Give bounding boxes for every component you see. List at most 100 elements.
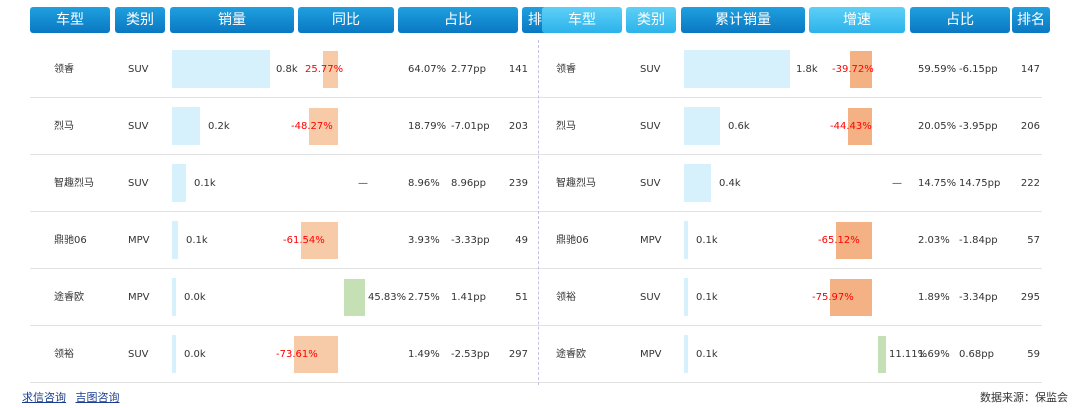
sales-bar [684,278,688,316]
model-name: 领裕 [556,292,576,303]
header-category[interactable]: 类别 [115,7,165,33]
yoy-bar [309,108,338,145]
category: SUV [640,178,661,189]
sales-value: 0.1k [696,292,718,303]
category: SUV [128,121,149,132]
share-change: 0.68pp [959,349,994,360]
footer-link-qiuxin[interactable]: 求信咨询 [22,391,66,404]
table-row[interactable]: 领裕 SUV 0.1k -75.97% 1.89% -3.34pp 295 [542,269,1042,326]
growth-value: -44.43% [830,121,872,132]
category: MPV [128,235,150,246]
share-value: 18.79% [408,121,447,132]
row-separator [542,268,1042,269]
table-row[interactable]: 鼎驰06 MPV 0.1k -65.12% 2.03% -1.84pp 57 [542,212,1042,269]
panel-divider [538,40,539,385]
header-growth[interactable]: 增速 [809,7,905,33]
yoy-bar [294,336,338,373]
sales-bar [172,335,176,373]
sales-value: 0.0k [184,292,206,303]
category: SUV [128,349,149,360]
row-separator [542,382,1042,383]
footer-link-jitu[interactable]: 吉图咨询 [75,391,120,404]
table-row[interactable]: 领睿 SUV 0.8k 25.77% 64.07% 2.77pp 141 [30,41,562,98]
table-row[interactable]: 领裕 SUV 0.0k -73.61% 1.49% -2.53pp 297 [30,326,562,383]
table-row[interactable]: 鼎驰06 MPV 0.1k -61.54% 3.93% -3.33pp 49 [30,212,562,269]
share-value: 64.07% [408,64,447,75]
table-row[interactable]: 领睿 SUV 1.8k -39.72% 59.59% -6.15pp 147 [542,41,1042,98]
table-row[interactable]: 途睿欧 MPV 0.0k 45.83% 2.75% 1.41pp 51 [30,269,562,326]
row-separator [542,97,1042,98]
rank-value: 206 [1020,121,1040,132]
yoy-value: -73.61% [276,349,318,360]
row-separator [542,325,1042,326]
share-value: 3.93% [408,235,440,246]
model-name: 烈马 [54,121,74,132]
model-name: 途睿欧 [556,349,586,360]
header-sales[interactable]: 销量 [170,7,294,33]
yoy-value: 45.83% [368,292,407,303]
row-separator [542,211,1042,212]
yoy-value: -48.27% [291,121,333,132]
model-name: 智趣烈马 [54,178,94,189]
model-name: 鼎驰06 [556,235,589,246]
header-model[interactable]: 车型 [542,7,622,33]
table-row[interactable]: 智趣烈马 SUV 0.4k — 14.75% 14.75pp 222 [542,155,1042,212]
sales-bar [172,278,176,316]
share-change: -3.34pp [959,292,998,303]
yoy-value: -61.54% [283,235,325,246]
growth-bar [848,108,872,145]
growth-value: -65.12% [818,235,860,246]
sales-value: 0.1k [696,235,718,246]
rank-value: 59 [1027,349,1040,360]
rank-value: 141 [508,64,528,75]
category: MPV [640,349,662,360]
footer-links: 求信咨询 吉图咨询 [22,389,126,405]
sales-value: 0.4k [719,178,741,189]
sales-value: 0.2k [208,121,230,132]
rank-value: 57 [1027,235,1040,246]
header-share[interactable]: 占比 [910,7,1010,33]
category: SUV [128,178,149,189]
table-row[interactable]: 智趣烈马 SUV 0.1k — 8.96% 8.96pp 239 [30,155,562,212]
sales-value: 0.6k [728,121,750,132]
header-share[interactable]: 占比 [398,7,518,33]
model-name: 鼎驰06 [54,235,87,246]
model-name: 领睿 [54,64,74,75]
sales-value: 0.1k [696,349,718,360]
table-row[interactable]: 途睿欧 MPV 0.1k 11.11% 1.69% 0.68pp 59 [542,326,1042,383]
row-separator [30,382,562,383]
header-category[interactable]: 类别 [626,7,676,33]
share-change: -1.84pp [959,235,998,246]
sales-value: 0.1k [186,235,208,246]
header-cumulative-sales[interactable]: 累计销量 [681,7,805,33]
sales-bar [172,50,270,88]
sales-bar [172,221,178,259]
table-row[interactable]: 烈马 SUV 0.2k -48.27% 18.79% -7.01pp 203 [30,98,562,155]
sales-value: 0.0k [184,349,206,360]
share-value: 20.05% [918,121,957,132]
rank-value: 239 [508,178,528,189]
header-yoy[interactable]: 同比 [298,7,394,33]
row-separator [30,268,562,269]
growth-bar [878,336,886,373]
share-change: -7.01pp [451,121,490,132]
share-change: -6.15pp [959,64,998,75]
rank-value: 222 [1020,178,1040,189]
share-change: 14.75pp [959,178,1001,189]
model-name: 途睿欧 [54,292,84,303]
table-row[interactable]: 烈马 SUV 0.6k -44.43% 20.05% -3.95pp 206 [542,98,1042,155]
yoy-bar [323,51,338,88]
header-rank[interactable]: 排名 [1012,7,1050,33]
model-name: 领睿 [556,64,576,75]
share-change: -2.53pp [451,349,490,360]
sales-bar [172,164,186,202]
rank-value: 295 [1020,292,1040,303]
share-value: 1.69% [918,349,950,360]
row-separator [30,211,562,212]
header-model[interactable]: 车型 [30,7,110,33]
sales-value: 1.8k [796,64,818,75]
yoy-bar [301,222,338,259]
sales-bar [684,107,720,145]
sales-bar [684,164,711,202]
